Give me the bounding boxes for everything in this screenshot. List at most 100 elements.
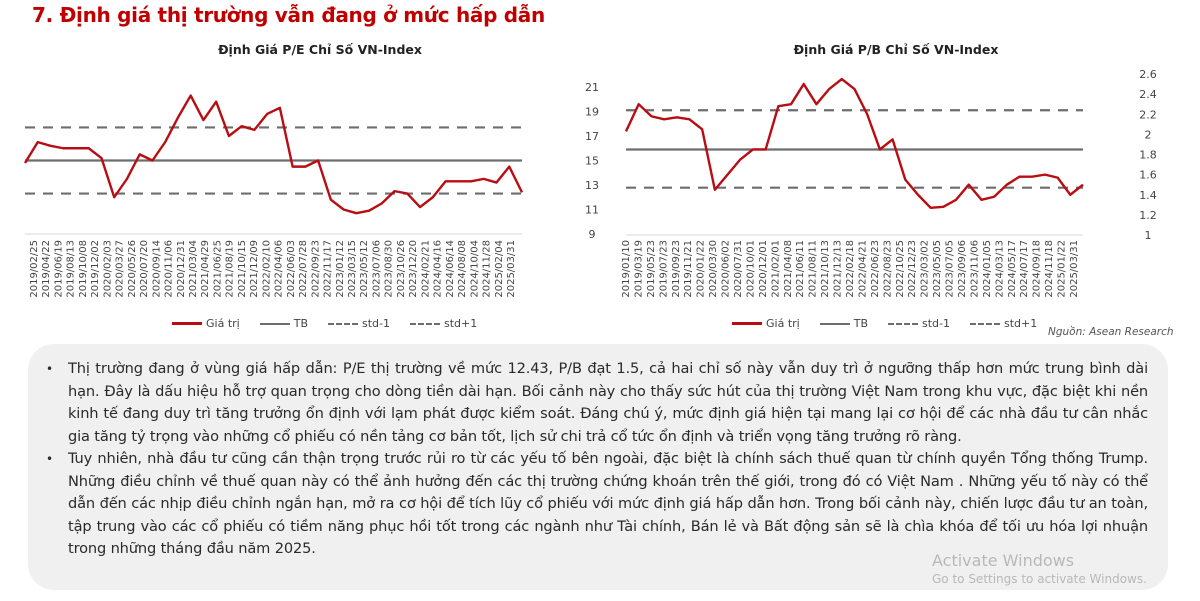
x-tick-label: 2020/06/02 — [721, 240, 732, 298]
x-tick-label: 2019/02/25 — [29, 240, 40, 298]
windows-activation-watermark[interactable]: Activate Windows Go to Settings to activ… — [932, 551, 1147, 586]
x-tick-label: 2022/09/23 — [310, 240, 321, 298]
x-tick-label: 2021/04/08 — [783, 240, 794, 298]
x-tick-label: 2024/05/17 — [1007, 240, 1018, 298]
legend-item-value: Giá trị — [172, 317, 240, 330]
x-tick-label: 2019/10/08 — [78, 240, 89, 298]
legend-label: std+1 — [1003, 317, 1038, 330]
legend-item-mean: TB — [819, 317, 868, 330]
x-tick-label: 2025/03/31 — [1069, 240, 1080, 298]
y-tick-label: 21 — [585, 81, 599, 94]
y-tick-label: 1.6 — [1139, 169, 1157, 182]
x-tick-label: 2020/10/01 — [745, 240, 756, 298]
x-tick-label: 2022/02/10 — [261, 240, 272, 298]
x-tick-label: 2023/07/05 — [945, 240, 956, 298]
x-tick-label: 2024/11/18 — [1044, 240, 1055, 298]
legend-label: Giá trị — [766, 317, 800, 330]
y-tick-label: 2.4 — [1139, 88, 1157, 101]
commentary-box: Thị trường đang ở vùng giá hấp dẫn: P/E … — [28, 344, 1168, 590]
x-tick-label: 2022/08/23 — [882, 240, 893, 298]
watermark-subtitle: Go to Settings to activate Windows. — [932, 572, 1147, 586]
x-tick-label: 2024/07/17 — [1019, 240, 1030, 298]
source-note: Nguồn: Asean Research — [1048, 326, 1174, 338]
x-tick-label: 2021/02/01 — [770, 240, 781, 298]
x-tick-label: 2022/06/23 — [870, 240, 881, 298]
x-tick-label: 2024/09/18 — [1032, 240, 1043, 298]
watermark-title: Activate Windows — [932, 551, 1075, 570]
legend-label: std-1 — [361, 317, 390, 330]
y-tick-label: 2 — [1145, 128, 1152, 141]
y-tick-label: 19 — [585, 106, 599, 119]
legend-label: Giá trị — [206, 317, 240, 330]
x-tick-label: 2024/03/13 — [994, 240, 1005, 298]
commentary-list: Thị trường đang ở vùng giá hấp dẫn: P/E … — [28, 344, 1168, 561]
y-tick-label: 13 — [585, 179, 599, 192]
x-tick-label: 2019/04/22 — [41, 240, 52, 298]
x-tick-label: 2021/12/13 — [833, 240, 844, 298]
x-tick-label: 2019/08/13 — [66, 240, 77, 298]
x-tick-label: 2024/08/08 — [457, 240, 468, 298]
x-tick-label: 2021/06/25 — [212, 240, 223, 298]
x-tick-label: 2023/12/20 — [408, 240, 419, 298]
x-tick-label: 2022/04/21 — [857, 240, 868, 298]
x-tick-label: 2020/09/14 — [151, 240, 162, 298]
x-tick-label: 2023/11/06 — [969, 240, 980, 298]
y-tick-label: 2.6 — [1139, 68, 1157, 81]
pe-chart-title: Định Giá P/E Chỉ Số VN-Index — [218, 42, 422, 57]
x-tick-label: 2019/05/23 — [646, 240, 657, 298]
y-tick-label: 2.2 — [1139, 108, 1157, 121]
legend-label: std-1 — [921, 317, 950, 330]
x-tick-label: 2021/08/19 — [225, 240, 236, 298]
legend-label: TB — [853, 317, 868, 330]
legend-item-mean: TB — [259, 317, 308, 330]
x-tick-label: 2019/01/10 — [621, 240, 632, 298]
x-tick-label: 2019/07/23 — [658, 240, 669, 298]
x-tick-label: 2020/11/06 — [164, 240, 175, 298]
y-tick-label: 1.8 — [1139, 149, 1157, 162]
x-tick-label: 2020/12/01 — [758, 240, 769, 298]
x-tick-label: 2020/02/03 — [102, 240, 113, 298]
x-tick-label: 2022/10/25 — [895, 240, 906, 298]
value-series-line — [624, 77, 1084, 210]
pb-chart-legend: Giá trị TB std-1 std+1 — [732, 317, 1049, 330]
x-tick-label: 2022/06/03 — [286, 240, 297, 298]
commentary-item: Tuy nhiên, nhà đầu tư cũng cần thận trọn… — [46, 448, 1148, 561]
x-tick-label: 2024/10/04 — [469, 240, 480, 298]
x-tick-label: 2024/02/21 — [420, 240, 431, 298]
x-tick-label: 2021/10/15 — [237, 240, 248, 298]
x-tick-label: 2019/11/21 — [683, 240, 694, 298]
y-tick-label: 1.4 — [1139, 189, 1157, 202]
section-title: 7. Định giá thị trường vẫn đang ở mức hấ… — [32, 3, 545, 27]
y-tick-label: 11 — [585, 204, 599, 217]
legend-item-value: Giá trị — [732, 317, 800, 330]
legend-label: TB — [293, 317, 308, 330]
x-tick-label: 2023/05/05 — [932, 240, 943, 298]
y-tick-label: 1 — [1145, 229, 1152, 242]
x-tick-label: 2019/03/19 — [633, 240, 644, 298]
x-tick-label: 2024/06/14 — [445, 240, 456, 298]
x-tick-label: 2021/04/29 — [200, 240, 211, 298]
x-tick-label: 2022/02/18 — [845, 240, 856, 298]
legend-label: std+1 — [443, 317, 478, 330]
x-tick-label: 2022/11/17 — [323, 240, 334, 298]
x-tick-label: 2022/07/28 — [298, 240, 309, 298]
x-tick-label: 2022/04/06 — [274, 240, 285, 298]
x-tick-label: 2020/07/20 — [139, 240, 150, 298]
y-tick-label: 15 — [585, 155, 599, 168]
y-tick-label: 1.2 — [1139, 209, 1157, 222]
x-tick-label: 2020/07/31 — [733, 240, 744, 298]
y-tick-label: 17 — [585, 130, 599, 143]
y-tick-label: 9 — [589, 228, 596, 241]
x-tick-label: 2020/05/26 — [127, 240, 138, 298]
x-tick-label: 2019/12/02 — [90, 240, 101, 298]
x-tick-label: 2021/03/04 — [188, 240, 199, 298]
x-tick-label: 2021/12/09 — [249, 240, 260, 298]
x-tick-label: 2020/03/27 — [115, 240, 126, 298]
x-tick-label: 2025/02/04 — [494, 240, 505, 298]
legend-item-std-plus: std+1 — [409, 317, 478, 330]
x-tick-label: 2024/01/05 — [982, 240, 993, 298]
x-tick-label: 2024/11/28 — [482, 240, 493, 298]
pe-chart-legend: Giá trị TB std-1 std+1 — [172, 317, 489, 330]
legend-item-std-minus: std-1 — [327, 317, 390, 330]
